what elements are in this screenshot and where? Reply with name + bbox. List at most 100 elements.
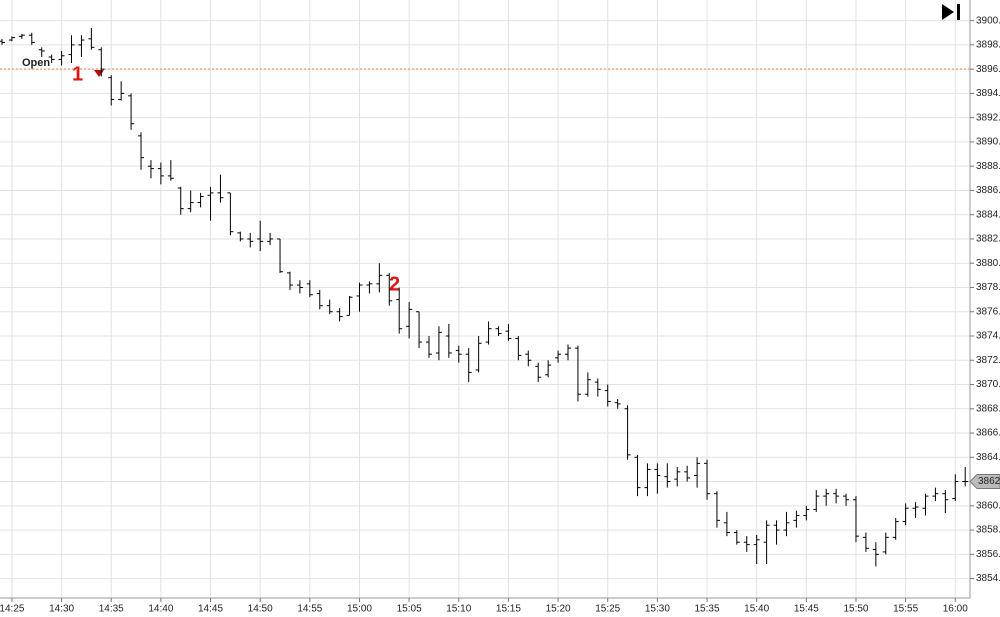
ohlc-bar xyxy=(406,302,413,339)
ohlc-bar xyxy=(525,350,532,367)
ohlc-bar xyxy=(555,350,562,363)
ohlc-bar xyxy=(912,502,919,518)
ohlc-bar xyxy=(68,35,75,64)
play-icon xyxy=(942,4,954,20)
ohlc-bar xyxy=(862,532,869,552)
ohlc-bar xyxy=(0,38,5,45)
ohlc-bar xyxy=(217,174,224,203)
y-tick-label: 3872. xyxy=(976,355,1000,366)
y-tick-label: 3868. xyxy=(976,403,1000,414)
ohlc-bar xyxy=(58,50,65,66)
y-tick-label: 3892. xyxy=(976,112,1000,123)
ohlc-bar xyxy=(803,505,810,521)
ohlc-bar xyxy=(654,463,661,494)
ohlc-bar xyxy=(694,457,701,488)
x-tick-label: 15:20 xyxy=(546,604,571,615)
ohlc-bar xyxy=(902,503,909,526)
y-tick-label: 3876. xyxy=(976,306,1000,317)
ohlc-bar xyxy=(624,405,631,460)
ohlc-bar xyxy=(118,81,125,101)
ohlc-bar xyxy=(147,160,154,179)
y-tick-label: 3874. xyxy=(976,331,1000,342)
ohlc-bar xyxy=(475,335,482,373)
x-tick-label: 14:45 xyxy=(198,604,223,615)
x-tick-label: 15:40 xyxy=(744,604,769,615)
ohlc-bar xyxy=(574,345,581,402)
ohlc-bar xyxy=(882,532,889,555)
y-tick-label: 3870. xyxy=(976,379,1000,390)
ohlc-bar xyxy=(376,263,383,293)
ohlc-bar xyxy=(962,466,969,487)
ohlc-bar xyxy=(644,463,651,497)
ohlc-bar xyxy=(495,326,502,336)
last-price-label: 3862. xyxy=(978,476,1000,487)
ohlc-bar xyxy=(614,399,621,409)
end-button[interactable] xyxy=(942,4,960,20)
ohlc-bar xyxy=(138,132,145,170)
ohlc-bar xyxy=(435,326,442,361)
ohlc-bar xyxy=(396,287,403,334)
x-tick-label: 15:35 xyxy=(695,604,720,615)
ohlc-bar xyxy=(8,36,15,42)
ohlc-bar xyxy=(98,47,105,77)
ohlc-bar xyxy=(723,511,730,537)
ohlc-bar xyxy=(733,530,740,545)
ohlc-bar xyxy=(286,271,293,290)
ohlc-bar xyxy=(674,466,681,487)
ohlc-bar xyxy=(18,33,25,39)
ohlc-bar xyxy=(336,308,343,322)
last-price-tag xyxy=(969,474,1000,490)
ohlc-bar xyxy=(584,372,591,397)
ohlc-bar xyxy=(833,488,840,504)
y-tick-label: 3900. xyxy=(976,15,1000,26)
x-tick-label: 15:55 xyxy=(893,604,918,615)
ohlc-bar xyxy=(545,360,552,378)
ohlc-bar xyxy=(48,54,55,64)
x-tick-label: 14:25 xyxy=(0,604,25,615)
ohlc-bar xyxy=(783,511,790,537)
x-tick-label: 14:40 xyxy=(148,604,173,615)
x-tick-label: 14:50 xyxy=(248,604,273,615)
ohlc-bar xyxy=(346,295,353,316)
x-tick-label: 15:05 xyxy=(397,604,422,615)
ohlc-bar xyxy=(515,335,522,361)
ohlc-bar xyxy=(207,186,214,221)
open-label: Open xyxy=(22,57,50,69)
y-tick-label: 3878. xyxy=(976,282,1000,293)
ohlc-bar xyxy=(763,520,770,565)
ohlc-bar xyxy=(237,231,244,242)
ohlc-bar xyxy=(942,490,949,514)
y-tick-label: 3866. xyxy=(976,428,1000,439)
ohlc-bar xyxy=(88,27,95,50)
ohlc-bar xyxy=(535,362,542,383)
ohlc-bar xyxy=(604,384,611,407)
ohlc-bar xyxy=(485,321,492,345)
ohlc-bar xyxy=(257,220,264,252)
x-tick-label: 15:50 xyxy=(843,604,868,615)
ohlc-bar xyxy=(197,192,204,208)
ohlc-bar xyxy=(594,378,601,397)
y-tick-label: 3858. xyxy=(976,525,1000,536)
x-tick-label: 15:00 xyxy=(347,604,372,615)
y-tick-label: 3882. xyxy=(976,234,1000,245)
x-tick-label: 15:10 xyxy=(446,604,471,615)
ohlc-bar xyxy=(227,192,234,236)
ohlc-bar xyxy=(455,345,462,363)
ohlc-bar xyxy=(38,47,45,58)
ohlc-bar xyxy=(108,75,115,106)
y-tick-label: 3894. xyxy=(976,88,1000,99)
x-tick-label: 16:00 xyxy=(943,604,968,615)
ohlc-bar xyxy=(505,323,512,341)
y-tick-label: 3888. xyxy=(976,161,1000,172)
ohlc-bar xyxy=(78,35,85,58)
ohlc-bar xyxy=(277,238,284,273)
x-tick-label: 15:15 xyxy=(496,604,521,615)
x-tick-label: 14:30 xyxy=(49,604,74,615)
ohlc-bar xyxy=(296,280,303,294)
ohlc-bar xyxy=(892,517,899,540)
ohlc-bar xyxy=(267,232,274,246)
ohlc-bar xyxy=(952,474,959,501)
ohlc-bar xyxy=(664,463,671,488)
ohlc-bar xyxy=(932,487,939,501)
